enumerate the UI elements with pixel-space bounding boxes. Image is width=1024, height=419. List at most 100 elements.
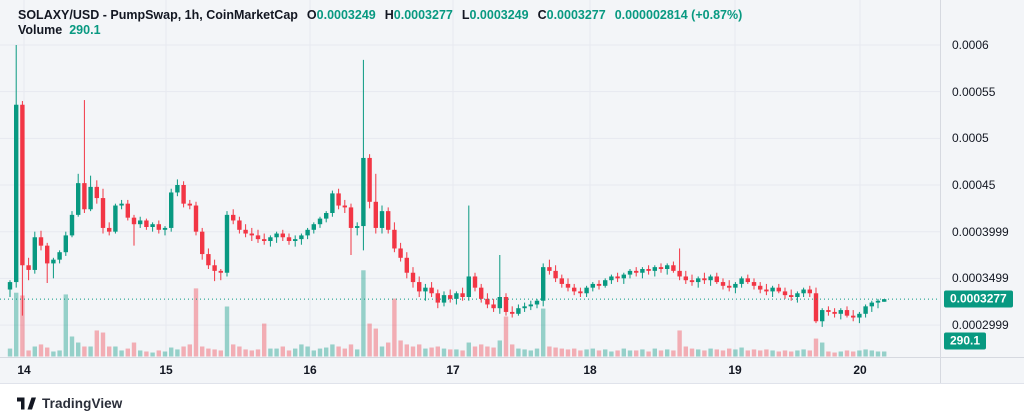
candle-body [38,237,44,246]
candle-body [696,278,701,283]
volume-bar [398,340,403,357]
candle-body [584,287,589,294]
volume-bar [280,346,285,357]
volume-bar [820,342,825,357]
volume-bar [801,349,806,357]
candle-body [720,282,726,286]
volume-bar [361,270,366,357]
volume-bar [113,346,118,357]
time-axis[interactable]: 14 15 16 17 18 19 20 [0,358,940,383]
candle-body [286,237,292,241]
candle-body [268,237,273,241]
candle-body [262,239,267,241]
candle-body [621,274,626,279]
volume-bar [423,348,428,357]
candle-body [237,220,242,230]
low-value: 0.0003249 [469,8,529,22]
candle-body [739,278,744,284]
candle-body [714,276,719,283]
volume-bar [69,336,75,357]
candle-body [82,183,87,210]
volume-bar [596,350,602,357]
volume-bar [268,348,273,357]
volume-bar [100,332,106,357]
candle-body [280,233,285,238]
volume-bar [863,349,868,357]
candle-body [305,229,310,236]
candle-body [417,282,422,292]
volume-bar [348,344,354,357]
candlestick-plot[interactable] [0,0,940,383]
candle-body [869,302,874,307]
candle-body [609,276,614,281]
volume-bar [249,350,254,357]
candle-body [14,104,19,283]
volume-bar [373,328,378,357]
candle-body [255,235,261,240]
volume-bar [646,351,651,357]
volume-bar [665,349,670,357]
candle-body [435,293,440,303]
candle-body [336,193,341,206]
volume-bar [541,308,546,357]
candle-body [410,272,416,283]
time-tick-label: 16 [303,363,317,377]
close-label: C [537,8,547,22]
volume-bar [45,347,50,357]
volume-bar [553,347,558,357]
volume-bar [404,344,409,357]
candle-body [863,306,868,314]
candle-body [373,201,378,228]
price-axis[interactable]: 0.0003277 290.1 0.0006 0.00055 0.0005 0.000… [941,0,1024,383]
candle-body [479,287,484,299]
candle-body [69,214,75,236]
volume-bar [131,342,137,357]
candle-body [429,287,434,294]
candle-body [627,270,633,275]
volume-bar [150,352,155,357]
candle-body [572,287,577,292]
volume-bar [578,350,583,357]
volume-bar [454,349,459,357]
candle-body [603,280,608,286]
volume-bar [634,350,639,357]
candle-body [26,265,31,270]
candle-body [565,283,571,288]
volume-bar [317,348,323,357]
close-value: 0.0003277 [546,8,606,22]
volume-bar [615,350,620,357]
candle-body [844,310,850,316]
candle-body [367,157,372,202]
volume-bar [255,349,261,357]
volume-bar [733,349,738,357]
candle-body [7,282,13,290]
volume-bar [237,346,242,357]
volume-bar [522,349,527,357]
volume-bar [342,348,347,357]
candle-body [857,313,862,318]
volume-bar [584,349,589,357]
volume-bar [231,344,236,357]
volume-bar [572,348,577,357]
volume-bar [739,347,744,357]
candle-body [534,300,540,305]
tradingview-watermark[interactable]: TradingView [17,396,122,411]
volume-bar [479,344,484,357]
candle-body [144,220,149,227]
volume-bar [175,349,180,357]
volume-bar [435,346,440,357]
candle-body [460,293,465,297]
candle-body [355,226,360,228]
candle-body [466,276,471,297]
volume-bar [138,350,143,357]
volume-bar [212,349,217,357]
candle-body [820,310,825,322]
volume-bar [311,350,316,357]
volume-bar [206,348,211,357]
volume-bar [826,351,831,357]
candle-body [57,252,62,260]
candle-body [528,304,533,307]
candle-body [497,297,502,309]
chart-area[interactable]: SOLAXY/USD - PumpSwap, 1h, CoinMarketCap… [0,0,1024,384]
